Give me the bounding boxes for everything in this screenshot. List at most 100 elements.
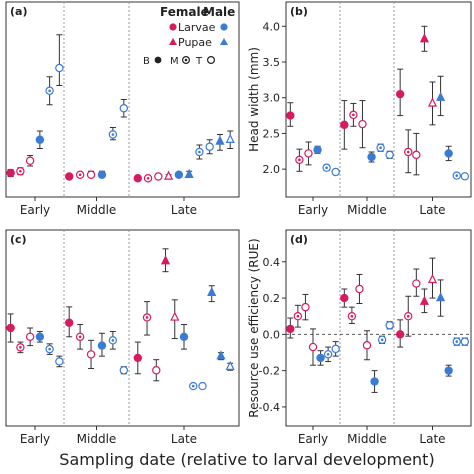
data-point-center (325, 166, 328, 170)
panels-layer: (a) Early Middle Late (b) 2.0 2.5 3.0 3.5 4.0 Head… (5, 1, 472, 446)
data-point-center (298, 158, 301, 162)
data-point-center (111, 339, 115, 342)
data-point-larvae (308, 342, 318, 352)
y-tick-label: 3.5 (263, 56, 281, 69)
data-point-center (455, 340, 459, 343)
data-point-larvae (179, 332, 189, 341)
data-point-center (296, 314, 300, 318)
data-point-larvae (35, 332, 45, 341)
data-point-larvae (133, 174, 142, 183)
data-point-center (406, 314, 410, 318)
data-point-center (146, 176, 150, 180)
data-point-larvae (301, 302, 310, 312)
data-point-larvae (412, 150, 421, 160)
data-point-larvae (460, 172, 470, 181)
legend-male-heading: Male (203, 5, 235, 19)
data-point-center (191, 384, 195, 388)
data-point-larvae (412, 279, 421, 288)
panel-frame (5, 1, 240, 198)
panel-frame (285, 1, 472, 198)
data-point-larvae (362, 341, 372, 350)
x-tick-label: Late (171, 432, 197, 446)
data-point-pupae (225, 133, 235, 143)
y-tick-label: 0.2 (263, 292, 281, 305)
legend-male-larvae-marker (220, 23, 228, 31)
data-point-larvae (133, 353, 142, 363)
y-tick-label: 0.4 (263, 256, 281, 269)
legend-female-larvae-marker (169, 23, 177, 31)
legend-male-pupae-marker (220, 38, 228, 45)
data-point-center (352, 113, 355, 117)
data-point-center (198, 150, 201, 154)
x-tick-label: Middle (77, 203, 117, 217)
data-point-larvae (395, 89, 405, 99)
data-point-center (48, 89, 51, 93)
legend-larvae-label: Larvae (178, 21, 216, 34)
panel-b: (b) 2.0 2.5 3.0 3.5 4.0 Head width (mm) Early Mi… (247, 1, 472, 217)
data-point-pupae (216, 350, 226, 360)
y-tick-label: -0.4 (259, 401, 280, 414)
data-point-larvae (340, 120, 349, 130)
panel-frame (5, 229, 240, 427)
legend-tissue-b: B (143, 56, 150, 67)
x-tick-label: Early (20, 432, 50, 446)
x-tick-label: Middle (347, 432, 387, 446)
x-tick-label: Middle (347, 203, 387, 217)
data-point-larvae (119, 366, 129, 375)
data-point-larvae (358, 119, 367, 129)
data-point-center (380, 338, 384, 342)
panel-label: (c) (10, 233, 27, 246)
data-point-larvae (86, 350, 96, 359)
data-point-larvae (286, 324, 295, 334)
data-point-center (326, 353, 330, 356)
data-point-pupae (215, 135, 225, 145)
data-point-larvae (444, 366, 453, 375)
x-tick-label: Late (419, 203, 445, 217)
data-point-larvae (205, 142, 214, 151)
x-axis-caption: Sampling date (relative to larval develo… (59, 450, 434, 469)
data-point-larvae (286, 111, 295, 120)
legend-tissue-t: T (195, 56, 203, 67)
data-point-pupae (164, 170, 174, 180)
data-point-larvae (119, 104, 129, 113)
panel-frame (285, 229, 472, 427)
panel-a: (a) Early Middle Late (5, 1, 240, 217)
data-point-larvae (355, 284, 364, 294)
data-point-center (145, 316, 149, 319)
data-point-center (455, 174, 459, 177)
data-point-center (19, 169, 22, 173)
x-tick-label: Middle (77, 432, 117, 446)
data-point-larvae (174, 170, 184, 179)
data-point-center (111, 133, 115, 136)
x-tick-label: Early (20, 203, 50, 217)
y-tick-label: -0.2 (259, 365, 280, 378)
data-point-pupae (427, 273, 438, 284)
data-point-pupae (207, 286, 217, 296)
data-point-larvae (316, 353, 325, 363)
x-tick-label: Early (298, 203, 328, 217)
y-axis-label: Head width (mm) (247, 47, 261, 152)
data-point-larvae (64, 318, 74, 327)
data-point-larvae (64, 172, 74, 181)
data-point-pupae (225, 360, 235, 370)
data-point-larvae (35, 135, 45, 144)
data-point-larvae (198, 381, 207, 391)
data-point-pupae (184, 168, 194, 178)
data-point-larvae (331, 344, 340, 354)
data-point-larvae (395, 330, 405, 339)
y-tick-label: 4.0 (263, 20, 281, 33)
data-point-larvae (55, 63, 64, 73)
data-point-center (48, 347, 51, 351)
data-point-larvae (460, 337, 470, 346)
y-tick-label: 3.0 (263, 92, 281, 105)
data-point-larvae (367, 152, 376, 162)
data-point-pupae (436, 292, 446, 302)
data-point-larvae (25, 332, 35, 341)
data-point-larvae (152, 366, 161, 375)
data-point-pupae (419, 33, 429, 43)
data-point-larvae (385, 150, 394, 160)
data-point-larvae (331, 167, 340, 177)
